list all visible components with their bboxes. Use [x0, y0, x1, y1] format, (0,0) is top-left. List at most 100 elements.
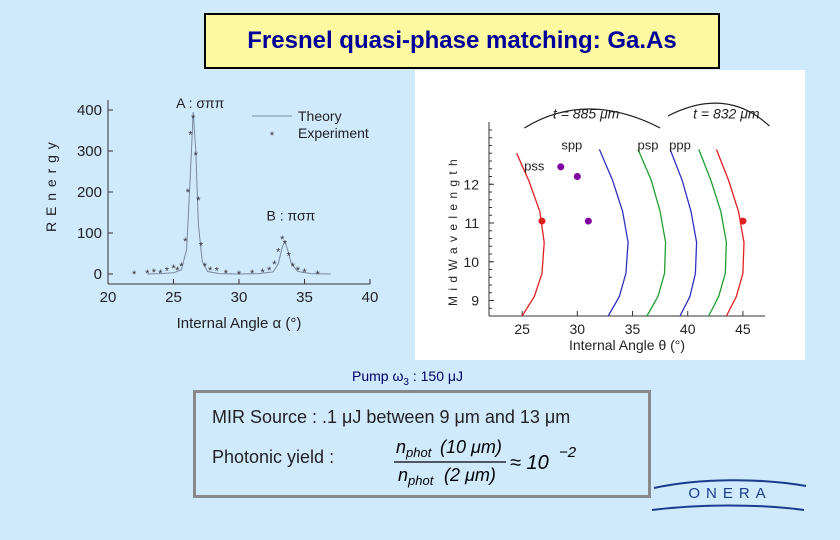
- logo-text: ONERA: [688, 485, 771, 502]
- x-tick-label: 35: [296, 289, 313, 306]
- experiment-point: *: [179, 261, 184, 273]
- group-arc-885: [524, 108, 661, 129]
- experiment-point: *: [188, 130, 193, 142]
- y-axis-title: M i d W a v e l e n g t h: [446, 158, 460, 306]
- formula-den-sub: phot: [407, 473, 435, 488]
- legend-experiment-swatch: *: [270, 130, 275, 142]
- pump-subscript: 3: [403, 376, 409, 388]
- logo-swoosh-top: [653, 479, 807, 489]
- experiment-point: *: [165, 266, 170, 278]
- experiment-point: *: [260, 267, 265, 279]
- curve-annotation: psp: [637, 137, 658, 152]
- x-tick-label: 25: [514, 321, 530, 337]
- formula-den-n: n: [398, 465, 408, 485]
- peak-annotation: A : σππ: [176, 95, 225, 111]
- data-point: [557, 163, 565, 171]
- x-axis-title: Internal Angle θ (°): [569, 337, 685, 353]
- experiment-point: *: [287, 251, 292, 263]
- wavelength-chart: 25 30 35 40 45 9 10 11 12 Internal Angle θ (°) M i…: [415, 70, 805, 360]
- experiment-point: *: [171, 263, 176, 275]
- phase-matching-curve: [516, 152, 545, 317]
- pump-text: Pump ω: [352, 368, 404, 384]
- x-tick-label: 35: [625, 321, 641, 337]
- y-axis-title: R E n e r g y: [43, 141, 59, 232]
- experiment-point: *: [215, 266, 220, 278]
- experiment-point: *: [296, 265, 301, 277]
- experiment-point: *: [276, 246, 281, 258]
- experiment-point: *: [152, 267, 157, 279]
- curve-annotation: t = 885 μm: [553, 105, 620, 121]
- experiment-point: *: [291, 261, 296, 273]
- experiment-point: *: [315, 269, 320, 281]
- energy-chart: * * * * * * * ********* * * * * * * ******* * * * 20 25 30 3…: [43, 95, 378, 332]
- pump-value: : 150 μJ: [408, 368, 463, 384]
- experiment-point: *: [186, 187, 191, 199]
- slide-title: Fresnel quasi-phase matching: Ga.As: [204, 13, 720, 69]
- y-tick-label: 9: [471, 293, 479, 309]
- phase-matching-curve: [598, 149, 629, 317]
- experiment-point: *: [203, 261, 208, 273]
- experiment-point: *: [267, 265, 272, 277]
- yield-formula: n phot (10 μm) n phot (2 μm) ≈ 10 −2: [394, 437, 577, 488]
- y-tick-label: 0: [94, 266, 102, 283]
- data-point: [739, 217, 747, 225]
- y-tick-label: 100: [77, 225, 102, 242]
- x-tick-label: 45: [735, 321, 751, 337]
- y-tick-label: 200: [77, 184, 102, 201]
- data-point: [584, 217, 592, 225]
- phase-matching-curve: [715, 149, 745, 317]
- legend-theory-label: Theory: [298, 108, 342, 124]
- experiment-point: *: [272, 259, 277, 271]
- curve-annotation: spp: [561, 137, 582, 152]
- formula-num-n: n: [396, 437, 406, 457]
- x-tick-label: 30: [570, 321, 586, 337]
- mir-source-text: MIR Source : .1 μJ between 9 μm and 13 μ…: [212, 407, 571, 427]
- phase-matching-curve: [669, 149, 698, 317]
- experiment-point: *: [145, 268, 150, 280]
- x-tick-label: 25: [165, 289, 182, 306]
- experiment-point: *: [283, 238, 288, 250]
- x-tick-label: 40: [680, 321, 696, 337]
- experiment-point: *: [183, 236, 188, 248]
- formula-approx: ≈ 10: [510, 452, 549, 474]
- experiment-point: *: [199, 240, 204, 252]
- y-tick-label: 10: [463, 254, 479, 270]
- experiment-point: *: [175, 265, 180, 277]
- peak-annotation: B : πσπ: [267, 208, 316, 224]
- experiment-point: *: [191, 113, 196, 125]
- y-tick-label: 300: [77, 143, 102, 160]
- theory-series-line: [147, 111, 331, 275]
- experiment-point: *: [158, 268, 163, 280]
- x-tick-label: 30: [231, 289, 248, 306]
- formula-num-arg: (10 μm): [440, 437, 502, 457]
- logo-swoosh-bottom: [651, 504, 805, 511]
- phase-matching-curve: [637, 149, 667, 317]
- experiment-point: *: [224, 268, 229, 280]
- experiment-point: *: [196, 195, 201, 207]
- onera-logo: ONERA: [651, 479, 807, 511]
- curve-annotation: t = 832 μm: [693, 105, 760, 121]
- group-arc-832: [667, 102, 770, 127]
- phase-matching-curve: [698, 149, 728, 317]
- pump-label: Pump ω3 : 150 μJ: [352, 368, 463, 388]
- experiment-point: *: [132, 269, 137, 281]
- curve-annotation: pss: [524, 159, 545, 174]
- legend-experiment-label: Experiment: [298, 125, 369, 141]
- formula-den-arg: (2 μm): [444, 465, 496, 485]
- y-tick-label: 11: [464, 215, 479, 231]
- experiment-point: *: [237, 269, 242, 281]
- photonic-yield-label: Photonic yield :: [212, 447, 335, 467]
- y-tick-label: 400: [77, 102, 102, 119]
- experiment-point: *: [280, 234, 285, 246]
- y-tick-label: 12: [463, 176, 479, 192]
- data-point: [538, 217, 546, 225]
- experiment-point: *: [302, 267, 307, 279]
- formula-num-sub: phot: [405, 445, 433, 460]
- experiment-point: *: [208, 265, 213, 277]
- x-tick-label: 20: [100, 289, 117, 306]
- experiment-point: *: [250, 268, 255, 280]
- data-point: [573, 173, 581, 180]
- mir-info-box: MIR Source : .1 μJ between 9 μm and 13 μ…: [193, 390, 651, 498]
- experiment-point: *: [194, 150, 199, 162]
- x-axis-title: Internal Angle α (°): [177, 315, 302, 332]
